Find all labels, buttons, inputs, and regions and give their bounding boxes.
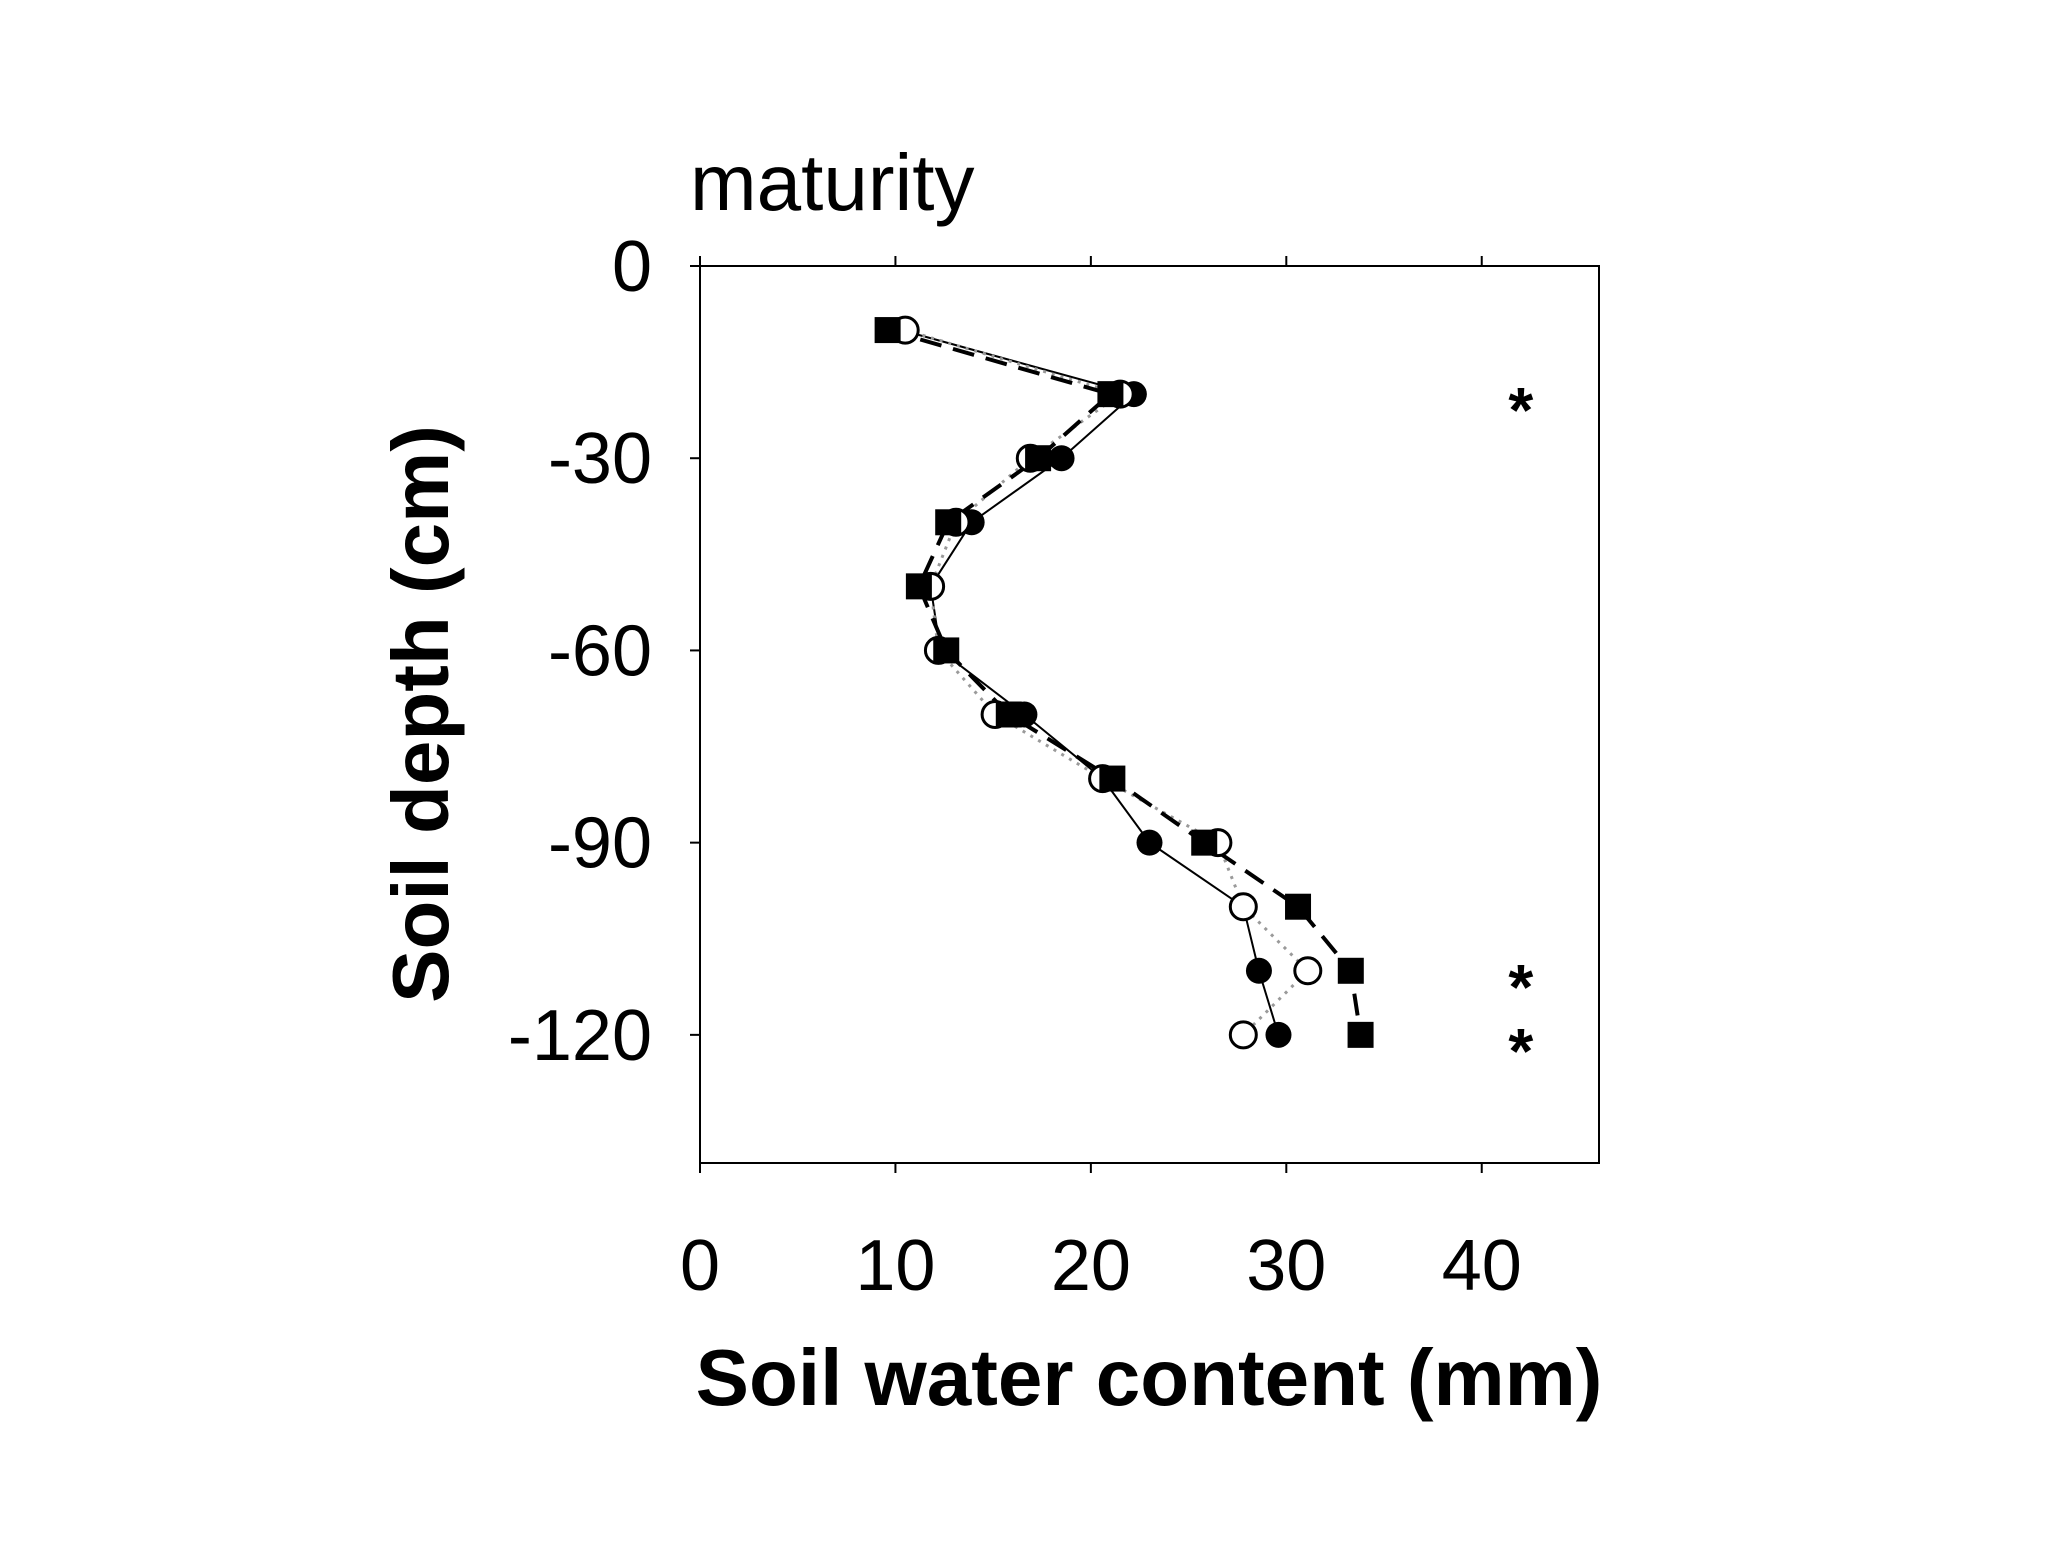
data-point-filled-square [874,317,901,344]
x-axis-ticks: 0 10 20 30 40 [680,256,1522,1306]
data-point-open-circle [1228,1020,1258,1050]
data-point-filled-square [995,701,1022,728]
x-tick-label: 40 [1442,1226,1522,1306]
data-point-filled-square [933,637,960,664]
y-tick-label: -30 [548,419,652,499]
x-tick-label: 10 [855,1226,935,1306]
y-axis-label: Soil depth (cm) [376,425,465,1003]
data-point-filled-square [1347,1021,1374,1048]
x-tick-label: 20 [1051,1226,1131,1306]
x-tick-label: 30 [1246,1226,1326,1306]
data-point-filled-square [1097,381,1124,408]
significance-asterisk: * [1508,374,1533,446]
significance-asterisk: * [1508,1015,1533,1087]
plot-area-frame [699,265,1600,1164]
series-markers [874,315,1374,1050]
y-tick-label: 0 [612,227,652,307]
y-axis-ticks: 0 -30 -60 -90 -120 [508,227,700,1076]
data-point-filled-square [1025,445,1052,472]
data-point-filled-circle [1245,957,1272,984]
chart-title: maturity [690,138,975,227]
annotations: *** [1508,374,1533,1087]
data-point-filled-square [935,509,962,536]
x-tick-label: 0 [680,1226,720,1306]
significance-asterisk: * [1508,951,1533,1023]
data-point-filled-circle [1048,445,1075,472]
data-point-open-circle [1293,956,1323,986]
y-tick-label: -120 [508,996,652,1076]
data-point-filled-square [905,573,932,600]
data-point-filled-square [1285,893,1312,920]
data-point-filled-square [1191,829,1218,856]
x-axis-label: Soil water content (mm) [696,1333,1603,1422]
data-point-filled-circle [1265,1021,1292,1048]
data-point-filled-circle [1136,829,1163,856]
y-tick-label: -60 [548,611,652,691]
data-point-open-circle [1228,892,1258,922]
data-point-filled-square [1099,765,1126,792]
data-point-filled-square [1337,957,1364,984]
y-tick-label: -90 [548,804,652,884]
